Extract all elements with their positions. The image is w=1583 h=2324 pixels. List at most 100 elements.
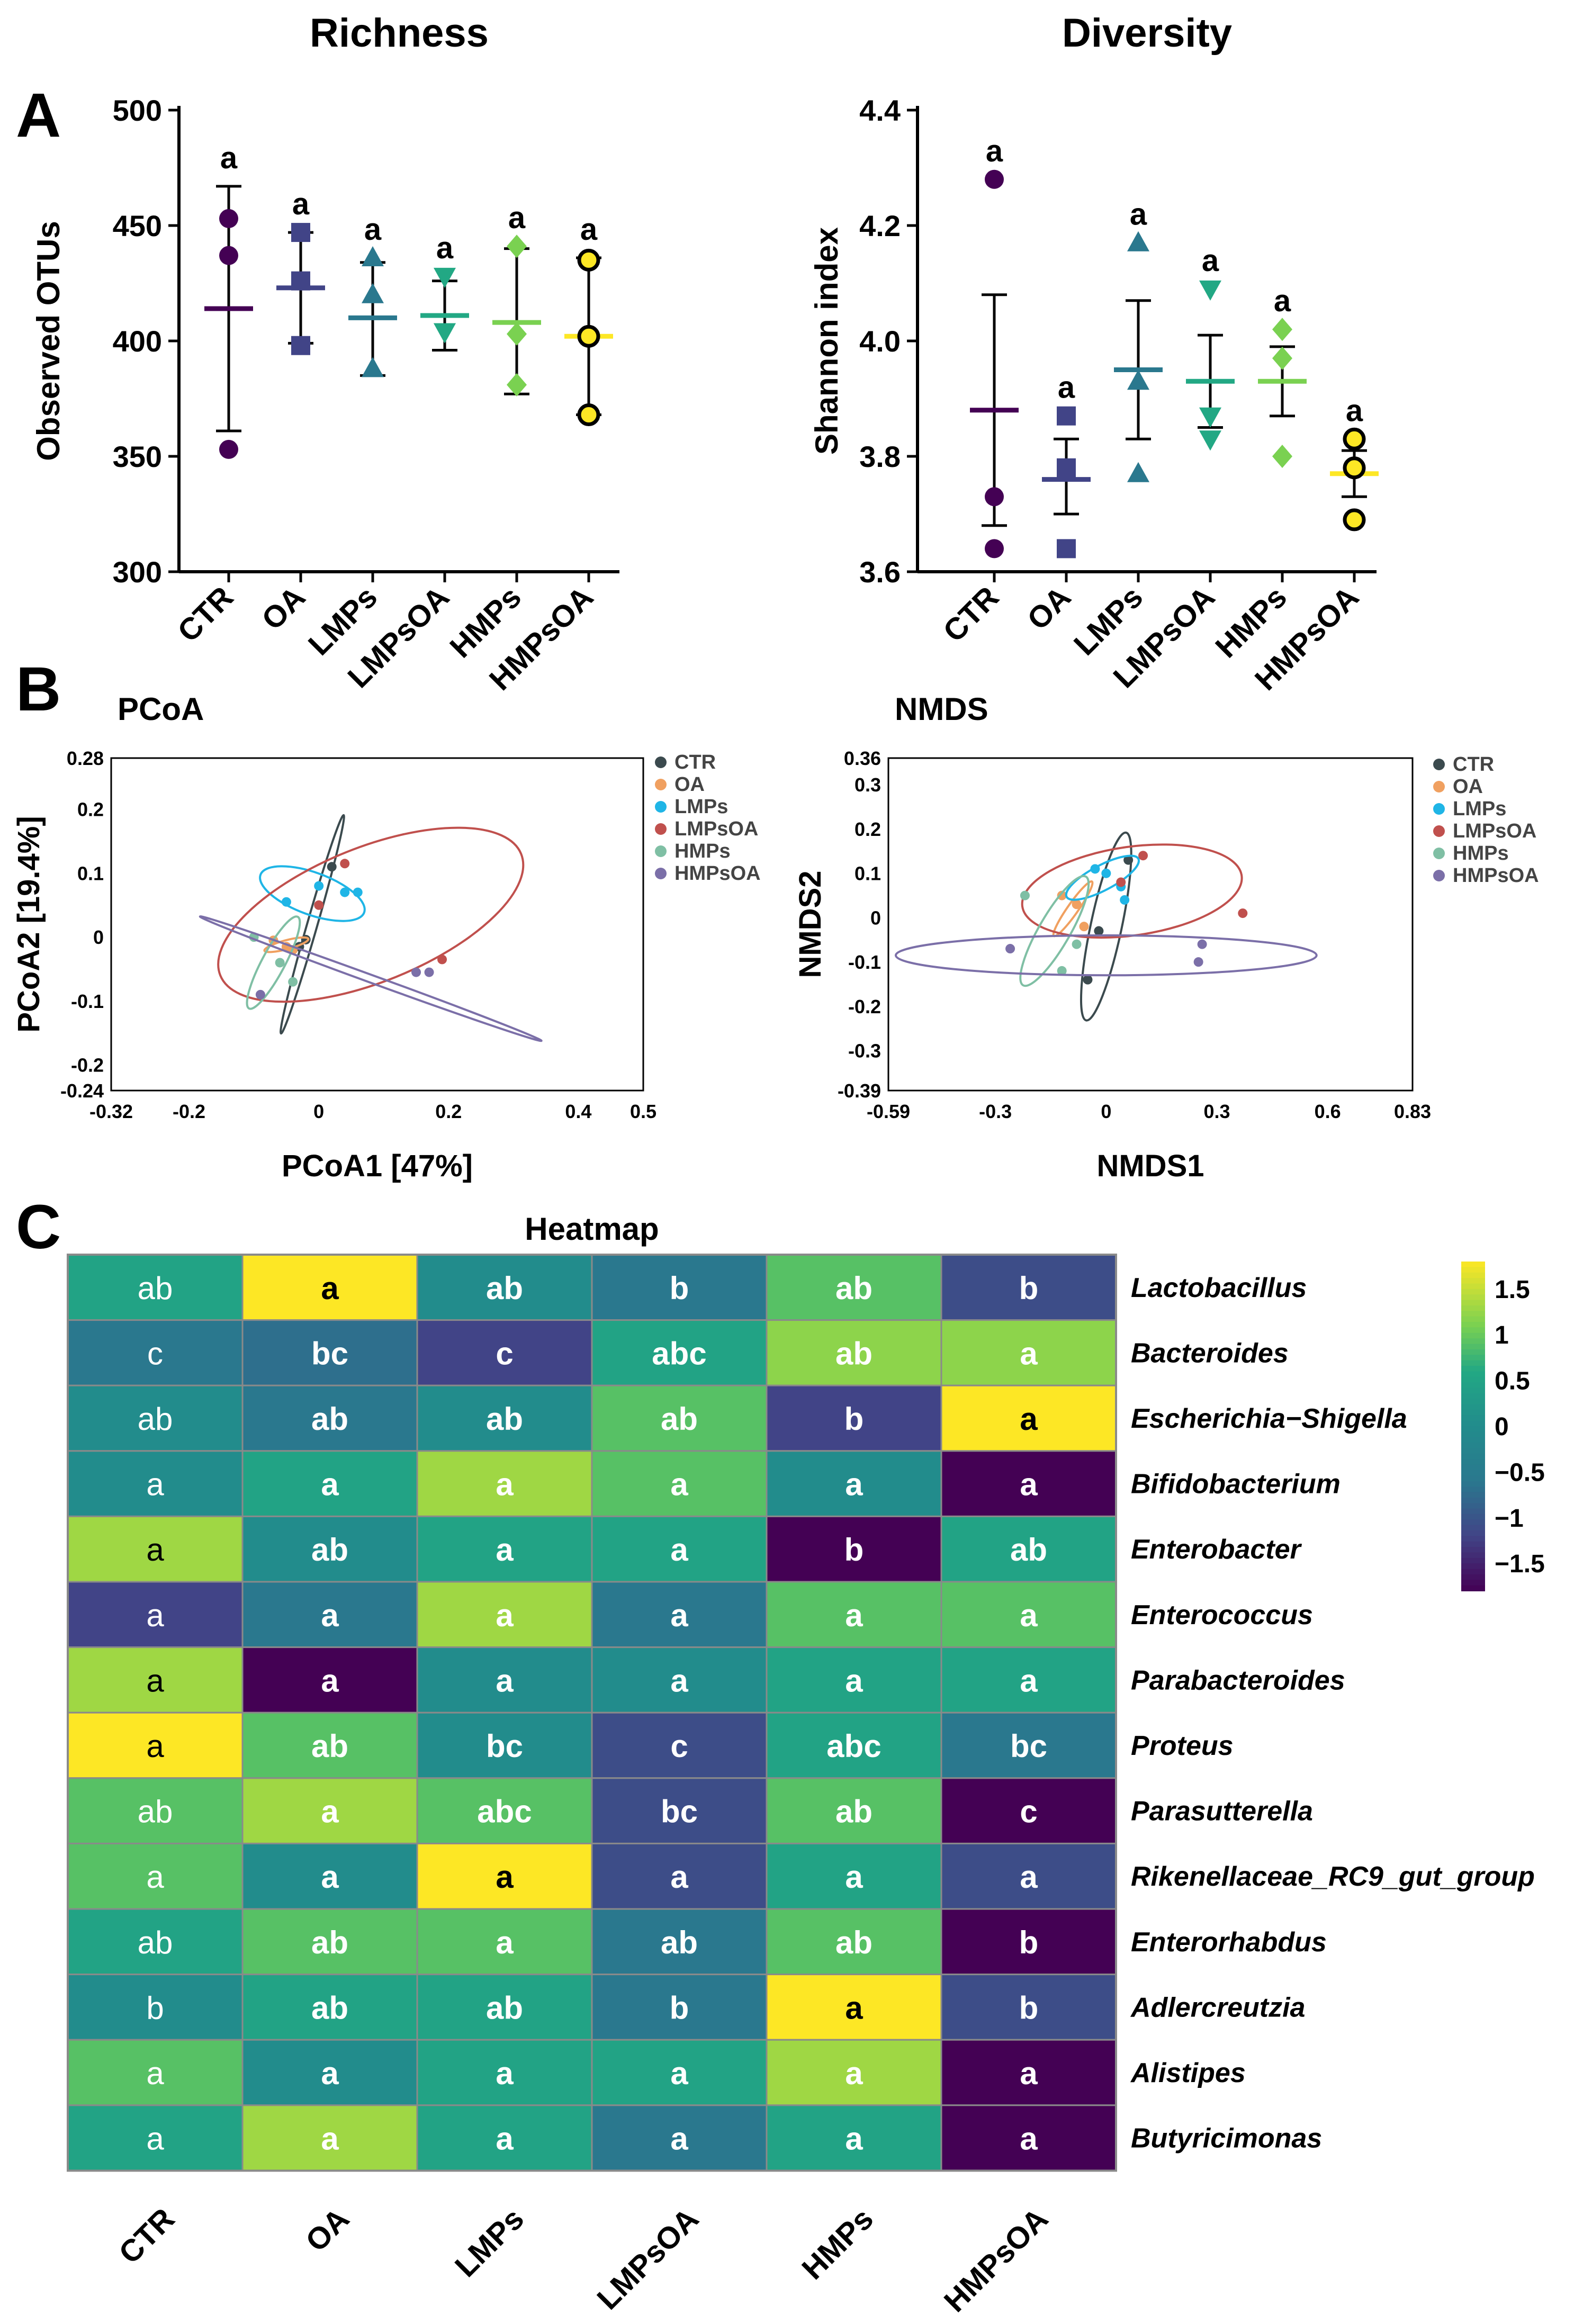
colorbar-segment: [1461, 1404, 1485, 1410]
heatmap-row: a a a a a a Alistipes: [67, 2039, 1246, 2106]
data-point: [1094, 926, 1104, 936]
legend-marker: [1433, 870, 1445, 881]
colorbar-segment: [1461, 1437, 1485, 1444]
heatmap-cell: [591, 2039, 768, 2106]
y-tick-label: -0.1: [848, 951, 881, 973]
cell-letter: a: [146, 1859, 164, 1895]
cell-letter: c: [670, 1728, 688, 1764]
data-point: [1057, 539, 1076, 559]
series-CTR: [1080, 831, 1134, 1022]
y-tick-label: 0.28: [67, 747, 104, 769]
colorbar-tick-label: 0: [1495, 1413, 1509, 1441]
significance-letter: a: [1274, 284, 1291, 318]
heatmap-row: a a a a a a Butyricimonas: [67, 2104, 1322, 2172]
row-label: Bacteroides: [1131, 1338, 1289, 1368]
significance-letter: a: [508, 201, 526, 235]
cell-letter: ab: [311, 1401, 348, 1437]
row-label: Proteus: [1131, 1731, 1234, 1761]
data-point: [437, 954, 447, 965]
cell-letter: a: [321, 1794, 339, 1830]
cell-letter: ab: [835, 1925, 873, 1960]
data-point: [1343, 508, 1366, 532]
legend-marker: [1433, 781, 1445, 792]
heatmap-cell: [940, 1646, 1117, 1714]
cell-letter: a: [321, 1859, 339, 1895]
cell-letter: ab: [835, 1794, 873, 1830]
y-tick-label: 0: [93, 926, 104, 948]
heatmap-cell: [766, 1581, 942, 1649]
data-point: [424, 967, 434, 977]
legend-marker: [1433, 848, 1445, 859]
colorbar-segment: [1461, 1294, 1485, 1301]
data-point: [362, 246, 384, 267]
colorbar-segment: [1461, 1580, 1485, 1586]
legend-label: LMPs: [1453, 798, 1506, 820]
column-label: HMPsOA: [938, 2202, 1055, 2319]
heatmap-cell: [416, 2039, 593, 2106]
cell-letter: a: [845, 1598, 863, 1633]
x-tick-label: OA: [255, 580, 312, 636]
significance-letter: a: [220, 141, 238, 175]
x-tick-label: -0.2: [173, 1101, 205, 1122]
data-point: [1057, 406, 1076, 426]
data-point: [1197, 939, 1207, 949]
colorbar-segment: [1461, 1360, 1485, 1366]
legend-marker: [655, 756, 667, 768]
confidence-ellipse: [259, 865, 366, 922]
colorbar-segment: [1461, 1388, 1485, 1394]
cell-letter: ab: [138, 1401, 173, 1437]
data-point: [1120, 895, 1130, 905]
cell-letter: a: [321, 1467, 339, 1502]
colorbar-segment: [1461, 1536, 1485, 1542]
y-axis-label: Observed OTUs: [31, 221, 66, 461]
heatmap-cell: [766, 1450, 942, 1517]
data-point: [507, 235, 527, 258]
cell-letter: a: [670, 1859, 688, 1895]
data-point: [1199, 430, 1221, 451]
cell-letter: a: [670, 1532, 688, 1568]
data-point: [219, 439, 238, 459]
y-tick-label: 0.1: [77, 862, 104, 884]
significance-letter: a: [1346, 393, 1363, 428]
cell-letter: b: [670, 1271, 689, 1306]
cell-letter: a: [321, 1663, 339, 1698]
data-point: [314, 881, 324, 891]
heatmap-cell: [67, 1319, 244, 1386]
colorbar-segment: [1461, 1365, 1485, 1372]
data-point: [1005, 944, 1015, 954]
row-label: Lactobacillus: [1131, 1273, 1307, 1303]
significance-letter: a: [580, 212, 598, 247]
heatmap-cell: [940, 1384, 1117, 1452]
heatmap-cell: [241, 1581, 418, 1649]
colorbar-segment: [1461, 1459, 1485, 1465]
y-tick-label: -0.3: [848, 1040, 881, 1062]
heatmap-cell: [940, 1777, 1117, 1844]
y-tick-label: 4.4: [859, 94, 901, 127]
cell-letter: a: [146, 2056, 164, 2091]
cell-letter: b: [670, 1990, 689, 2025]
heatmap-cell: [591, 1712, 768, 1779]
heatmap-cell: [416, 1515, 593, 1583]
series-HMPs: [1019, 875, 1090, 987]
data-point: [340, 859, 350, 869]
colorbar-segment: [1461, 1267, 1485, 1273]
cell-letter: abc: [652, 1336, 706, 1371]
y-tick-label: -0.24: [60, 1080, 104, 1102]
cell-letter: a: [1020, 1663, 1038, 1698]
cell-letter: ab: [138, 1271, 173, 1306]
heatmap-row: c bc c abc ab a Bacteroides: [67, 1319, 1289, 1386]
cell-letter: a: [146, 1467, 164, 1502]
data-point: [1272, 318, 1292, 341]
significance-letter: a: [986, 134, 1003, 168]
heatmap-cell: [241, 2104, 418, 2172]
y-tick-label: 0: [870, 907, 881, 929]
cell-letter: a: [321, 2121, 339, 2157]
legend-marker: [655, 845, 667, 857]
x-tick-label: CTR: [937, 580, 1005, 648]
significance-letter: a: [1202, 244, 1219, 278]
data-point: [291, 223, 310, 242]
column-label: CTR: [112, 2202, 181, 2271]
colorbar-segment: [1461, 1349, 1485, 1356]
cell-letter: ab: [138, 1925, 173, 1960]
